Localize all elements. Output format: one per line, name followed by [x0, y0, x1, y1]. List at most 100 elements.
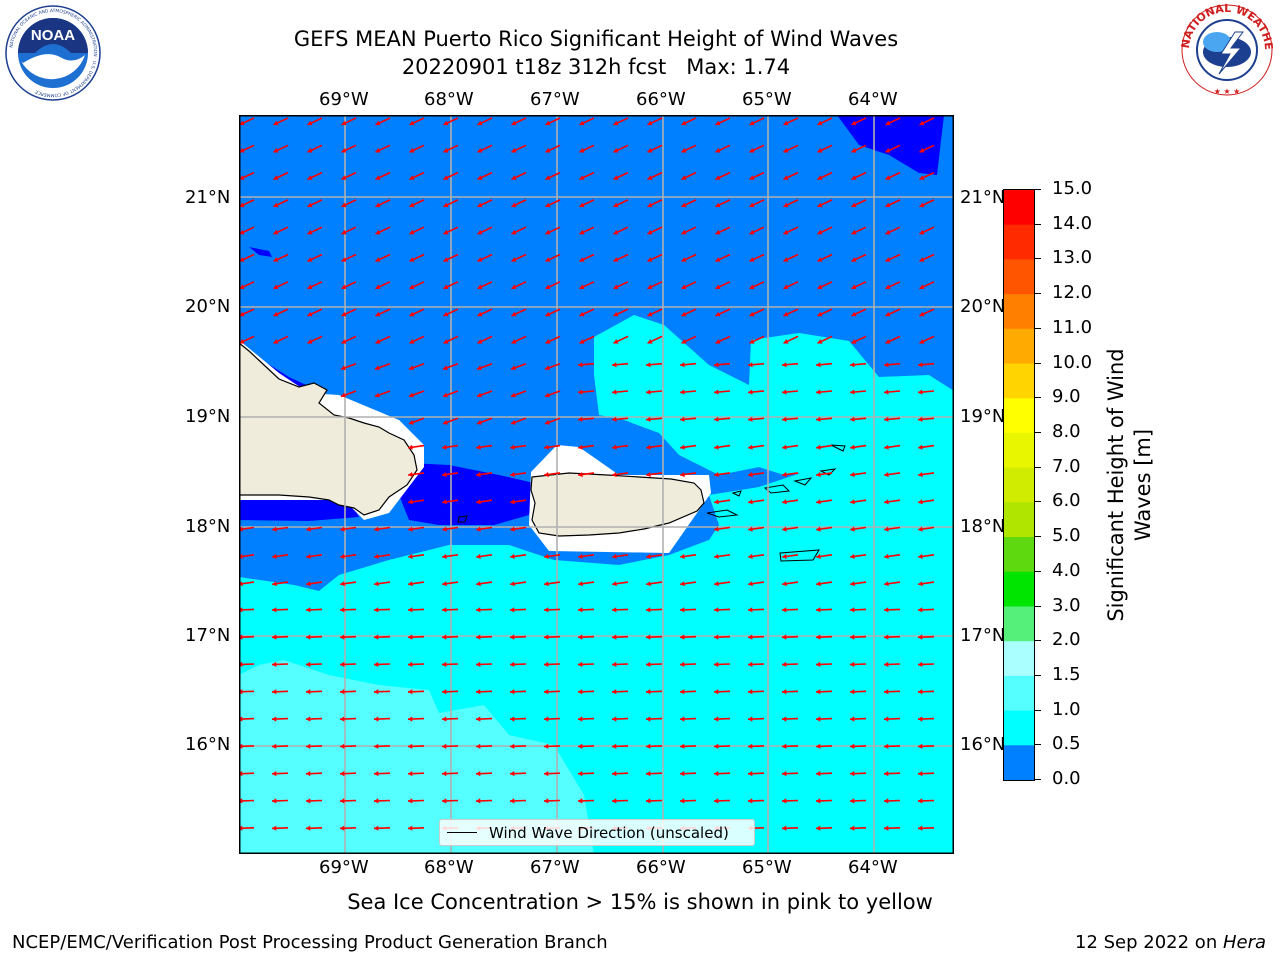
wave-direction-arrowhead: [374, 743, 379, 749]
wave-direction-arrowhead: [885, 120, 891, 126]
wave-direction-arrowhead: [884, 553, 889, 559]
wave-direction-arrowhead: [443, 419, 448, 425]
wave-direction-arrowhead: [612, 716, 617, 722]
wave-direction-arrowhead: [578, 389, 583, 395]
wave-direction-arrowhead: [714, 634, 719, 640]
colorbar-tick-label: 13.0: [1052, 247, 1093, 269]
colorbar-segment: [1004, 432, 1034, 469]
wave-direction-arrowhead: [919, 120, 925, 126]
wave-direction-arrowhead: [476, 771, 481, 777]
wave-direction-arrowhead: [918, 389, 923, 395]
wave-direction-arrowhead: [681, 147, 687, 153]
wave-direction-arrowhead: [442, 743, 447, 749]
wave-direction-arrowhead: [817, 284, 823, 290]
wave-direction-arrowhead: [408, 553, 413, 559]
wave-direction-arrowhead: [714, 553, 719, 559]
wave-direction-arrowhead: [646, 743, 651, 749]
wave-direction-arrowhead: [443, 120, 449, 126]
wave-direction-arrowhead: [714, 798, 719, 804]
wave-direction-arrowhead: [782, 825, 787, 831]
wave-direction-arrowhead: [442, 607, 447, 613]
lon-label-top: 67°W: [530, 89, 580, 110]
wave-direction-arrowhead: [272, 581, 277, 587]
lon-label-top: 64°W: [848, 89, 898, 110]
wave-direction-arrowhead: [374, 798, 379, 804]
wave-direction-arrowhead: [408, 607, 413, 613]
wave-direction-arrowhead: [306, 661, 311, 667]
wave-direction-arrowhead: [477, 229, 483, 235]
wave-direction-arrowhead: [850, 389, 855, 395]
wave-direction-arrowhead: [545, 365, 550, 371]
wave-direction-arrowhead: [646, 661, 651, 667]
wave-direction-arrowhead: [612, 798, 617, 804]
wave-direction-arrowhead: [239, 743, 243, 749]
wave-direction-arrowhead: [647, 229, 653, 235]
wave-direction-arrowhead: [341, 284, 347, 290]
wave-direction-arrowhead: [613, 311, 619, 317]
colorbar-segment: [1004, 606, 1034, 642]
wave-direction-arrowhead: [681, 339, 687, 344]
wave-direction-arrowhead: [680, 743, 685, 749]
wave-direction-arrowhead: [817, 202, 823, 208]
island-virgin-gorda: [819, 468, 837, 476]
wave-direction-arrowhead: [442, 634, 447, 640]
wave-direction-arrowhead: [919, 339, 925, 344]
colorbar-tick-label: 14.0: [1052, 212, 1093, 234]
wave-direction-arrowhead: [646, 472, 651, 478]
wave-direction-arrowhead: [850, 771, 855, 777]
wave-direction-arrowhead: [783, 311, 789, 317]
wave-direction-arrowhead: [375, 229, 381, 235]
wave-direction-arrowhead: [409, 365, 414, 371]
wave-direction-arrowhead: [748, 499, 753, 505]
wave-direction-arrowhead: [443, 202, 449, 208]
wave-direction-arrowhead: [748, 553, 753, 559]
wave-direction-arrowhead: [578, 689, 583, 695]
wave-direction-arrowhead: [341, 365, 346, 371]
lon-label-top: 66°W: [636, 89, 686, 110]
wave-direction-arrowhead: [715, 175, 721, 180]
wave-direction-arrowhead: [544, 716, 549, 722]
wave-direction-arrowhead: [816, 798, 821, 804]
lon-label-bottom: 66°W: [636, 857, 686, 878]
wave-direction-arrowhead: [511, 339, 517, 344]
wave-direction-arrowhead: [442, 661, 447, 667]
wave-direction-arrowhead: [816, 689, 821, 695]
wave-direction-arrowhead: [272, 526, 277, 532]
colorbar-label-line2: Waves [m]: [1131, 428, 1155, 542]
wave-direction-arrowhead: [782, 661, 787, 667]
wave-direction-arrowhead: [885, 202, 891, 208]
wave-direction-arrowhead: [612, 661, 617, 667]
wave-direction-arrowhead: [477, 365, 482, 371]
wave-direction-arrowhead: [681, 257, 687, 262]
wave-direction-arrowhead: [714, 444, 719, 450]
wave-direction-arrowhead: [544, 607, 549, 613]
wave-direction-arrowhead: [578, 553, 583, 559]
wave-direction-arrowhead: [613, 175, 619, 180]
colorbar-tick-mark: [1034, 223, 1041, 225]
wave-direction-arrowhead: [816, 743, 821, 749]
wave-direction-arrowhead: [409, 202, 415, 208]
wave-direction-arrowhead: [749, 284, 755, 290]
nws-logo: NATIONAL WEATHER SERVICE ★ ★ ★: [1173, 0, 1277, 98]
wave-direction-arrowhead: [613, 339, 619, 344]
wave-direction-arrowhead: [680, 472, 685, 478]
wave-direction-arrowhead: [272, 716, 277, 722]
wave-direction-arrowhead: [239, 147, 245, 153]
wave-direction-arrowhead: [749, 339, 755, 344]
wave-direction-arrowhead: [511, 392, 516, 398]
wave-direction-arrowhead: [578, 472, 583, 478]
wave-direction-arrowhead: [817, 147, 823, 153]
wave-direction-arrowhead: [782, 689, 787, 695]
wave-direction-arrowhead: [714, 581, 719, 587]
wave-direction-arrowhead: [239, 311, 245, 317]
wave-direction-arrowhead: [680, 716, 685, 722]
wave-direction-arrowhead: [340, 825, 345, 831]
colorbar-tick-label: 15.0: [1052, 178, 1093, 199]
wave-direction-arrowhead: [442, 553, 447, 559]
wave-direction-arrowhead: [544, 553, 549, 559]
wave-direction-arrowhead: [851, 284, 857, 290]
wave-direction-arrowhead: [646, 771, 651, 777]
wave-direction-arrowhead: [239, 689, 243, 695]
wave-direction-arrowhead: [476, 607, 481, 613]
wave-direction-arrowhead: [817, 311, 823, 317]
